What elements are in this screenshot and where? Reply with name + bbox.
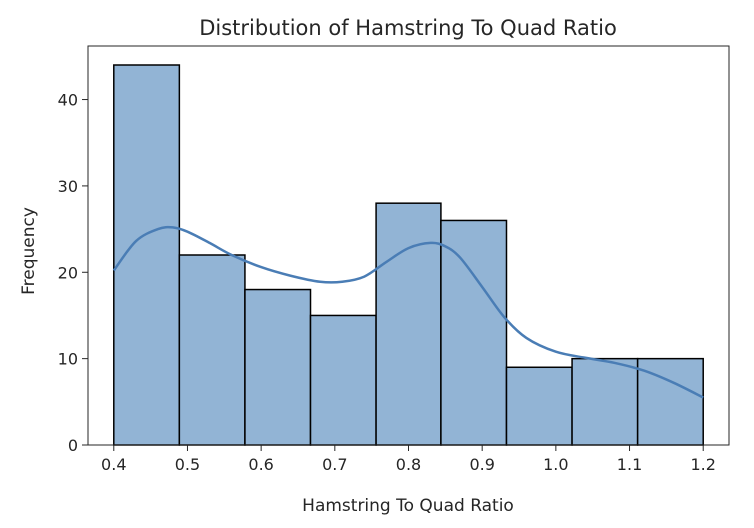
y-axis-label: Frequency [19,207,39,295]
y-axis-ticks: 0 10 20 30 40 [58,91,88,455]
x-axis-label: Hamstring To Quad Ratio [302,496,514,516]
x-tick-label: 0.5 [175,455,200,474]
histogram-bar [505,366,573,446]
x-tick-label: 0.4 [101,455,126,474]
histogram-bar [571,357,639,446]
histogram-bar [440,219,508,446]
y-tick-label: 0 [68,436,78,455]
kde-curve [112,225,704,399]
x-tick-label: 1.2 [690,455,715,474]
x-tick-label: 0.7 [322,455,347,474]
x-tick-label: 1.0 [543,455,568,474]
histogram-bars [113,64,704,446]
histogram-bar [309,314,377,446]
histogram-bar [178,254,246,446]
chart-title: Distribution of Hamstring To Quad Ratio [199,16,617,40]
y-tick-label: 40 [58,91,78,110]
x-axis-ticks: 0.4 0.5 0.6 0.7 0.8 0.9 1.0 1.1 1.2 [101,445,716,474]
x-tick-label: 0.9 [469,455,494,474]
x-tick-label: 1.1 [617,455,642,474]
y-tick-label: 20 [58,263,78,282]
histogram-bar [244,288,312,446]
histogram-bar [375,202,442,446]
y-tick-label: 10 [58,350,78,369]
y-tick-label: 30 [58,177,78,196]
x-tick-label: 0.6 [248,455,273,474]
x-tick-label: 0.8 [396,455,421,474]
